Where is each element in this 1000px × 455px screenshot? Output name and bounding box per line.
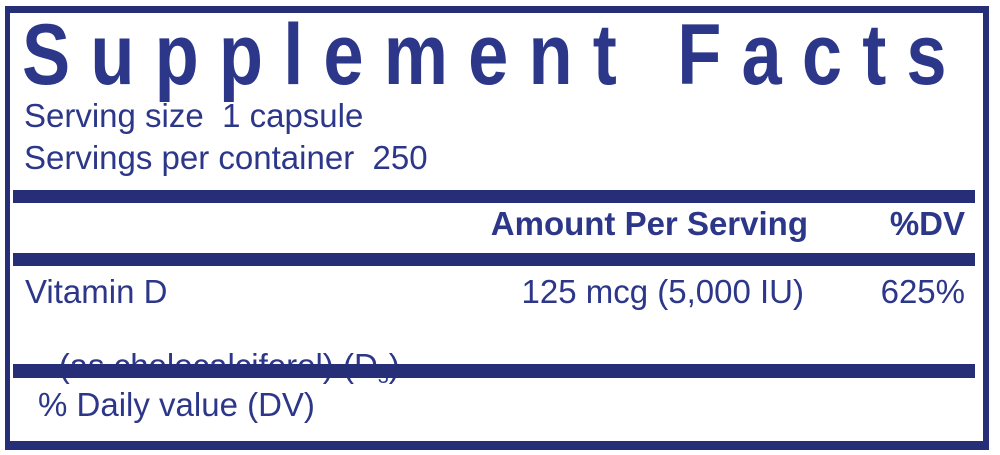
label-title: Supplement Facts (22, 7, 967, 103)
daily-value-footnote: % Daily value (DV) (38, 386, 315, 423)
nutrient-daily-value: 625% (880, 273, 965, 310)
divider-bar-bottom (13, 364, 975, 378)
divider-bar-top (13, 190, 975, 203)
label-border (5, 6, 989, 450)
serving-size-line: Serving size 1 capsule (24, 97, 364, 134)
nutrient-amount: 125 mcg (5,000 IU) (521, 273, 804, 310)
nutrient-name: Vitamin D (25, 273, 168, 310)
servings-per-container-line: Servings per container 250 (24, 139, 428, 176)
divider-bar-header (13, 253, 975, 266)
column-header-percent-dv: %DV (889, 205, 965, 242)
column-header-amount-per-serving: Amount Per Serving (490, 205, 808, 242)
